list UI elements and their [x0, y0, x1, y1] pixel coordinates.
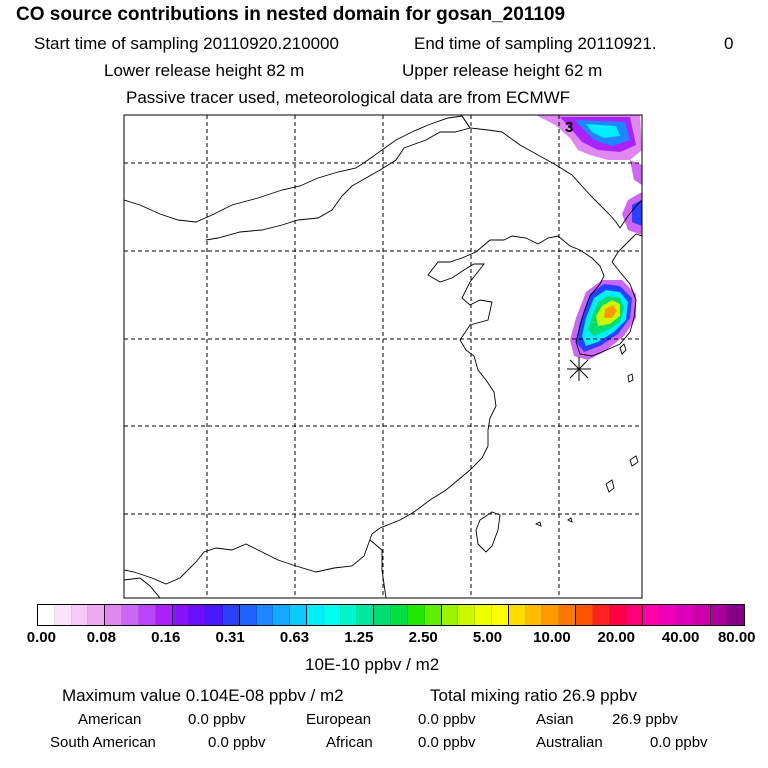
max-value: Maximum value 0.104E-08 ppbv / m2	[62, 686, 344, 705]
region-value: 0.0 ppbv	[208, 734, 266, 751]
region-name: African	[326, 734, 373, 751]
end-time-suffix: 0	[724, 34, 734, 53]
colorbar-tick-label: 10.00	[533, 629, 571, 646]
colorbar-segment	[105, 605, 123, 625]
colorbar-segment	[676, 605, 694, 625]
colorbar-segment	[660, 605, 677, 625]
upper-release-height: Upper release height 62 m	[402, 61, 603, 80]
colorbar-segment	[525, 605, 543, 625]
colorbar-tick-label: 40.00	[661, 629, 700, 646]
colorbar-segment	[727, 605, 745, 625]
region-name: European	[306, 711, 372, 728]
colorbar-segment	[222, 605, 240, 625]
colorbar-tick-label: 20.00	[597, 629, 636, 646]
plume-korea	[570, 280, 636, 360]
colorbar-segment	[239, 605, 257, 625]
plume-north	[536, 115, 642, 160]
colorbar-segment	[576, 605, 593, 625]
coastlines	[124, 115, 642, 598]
colorbar-segment	[357, 605, 375, 625]
colorbar-segment	[340, 605, 358, 625]
lower-release-height: Lower release height 82 m	[104, 61, 305, 80]
colorbar-tick-label: 0.00	[26, 629, 56, 646]
colorbar-segment	[88, 605, 106, 625]
region-value: 0.0 ppbv	[188, 711, 246, 728]
colorbar-segment	[508, 605, 526, 625]
colorbar-segment	[458, 605, 476, 625]
colorbar-tick-label: 0.08	[86, 629, 116, 646]
colorbar-tick-label: 2.50	[408, 629, 438, 646]
colorbar-tick-label: 0.31	[215, 629, 245, 646]
colorbar-segment	[475, 605, 492, 625]
region-name: South American	[50, 734, 156, 751]
colorbar-segment	[122, 605, 139, 625]
colorbar-tick-label: 1.25	[344, 629, 374, 646]
tracer-note: Passive tracer used, meteorological data…	[126, 88, 571, 107]
colorbar-segment	[155, 605, 173, 625]
colorbar-segment	[323, 605, 341, 625]
colorbar-segment	[693, 605, 711, 625]
colorbar-segment	[441, 605, 459, 625]
colorbar-segment	[374, 605, 392, 625]
colorbar-tick-label: 80.00	[717, 629, 756, 646]
colorbar-segment	[542, 605, 560, 625]
colorbar-segment	[256, 605, 274, 625]
map-panel: 3	[123, 114, 643, 599]
map-frame	[123, 114, 643, 599]
chart-title: CO source contributions in nested domain…	[16, 4, 566, 25]
colorbar-segment	[189, 605, 207, 625]
region-value: 0.0 ppbv	[650, 734, 708, 751]
region-value: 26.9 ppbv	[612, 711, 678, 728]
map-label: 3	[565, 119, 573, 136]
colorbar-segment	[592, 605, 610, 625]
colorbar-segment	[38, 605, 55, 625]
colorbar-tick-label: 0.63	[279, 629, 310, 646]
colorbar-segment	[559, 605, 576, 625]
colorbar	[37, 604, 745, 626]
end-time-label: End time of sampling 20110921.	[414, 34, 657, 53]
start-time-label: Start time of sampling 20110920.210000	[34, 34, 339, 53]
colorbar-segment	[643, 605, 661, 625]
region-value: 0.0 ppbv	[418, 711, 476, 728]
region-name: Asian	[536, 711, 574, 728]
colorbar-segment	[609, 605, 627, 625]
colorbar-segment	[424, 605, 442, 625]
receptor-marker	[567, 357, 591, 381]
total-mixing-ratio: Total mixing ratio 26.9 ppbv	[430, 686, 637, 705]
colorbar-segment	[54, 605, 72, 625]
region-name: American	[78, 711, 142, 728]
colorbar-segment	[491, 605, 509, 625]
colorbar-tick-label: 5.00	[472, 629, 503, 646]
colorbar-segment	[391, 605, 408, 625]
colorbar-segment	[407, 605, 425, 625]
colorbar-segment	[307, 605, 324, 625]
plume-east-edge	[622, 160, 642, 235]
colorbar-unit: 10E-10 ppbv / m2	[305, 655, 440, 674]
colorbar-segment	[71, 605, 89, 625]
region-name: Australian	[536, 734, 603, 751]
colorbar-segment	[206, 605, 223, 625]
colorbar-segment	[626, 605, 644, 625]
region-value: 0.0 ppbv	[418, 734, 476, 751]
colorbar-segment	[710, 605, 728, 625]
colorbar-segment	[273, 605, 291, 625]
colorbar-segment	[290, 605, 307, 625]
colorbar-segment	[172, 605, 190, 625]
map-gridlines	[124, 115, 642, 598]
colorbar-segment	[138, 605, 156, 625]
colorbar-tick-label: 0.16	[151, 629, 181, 646]
